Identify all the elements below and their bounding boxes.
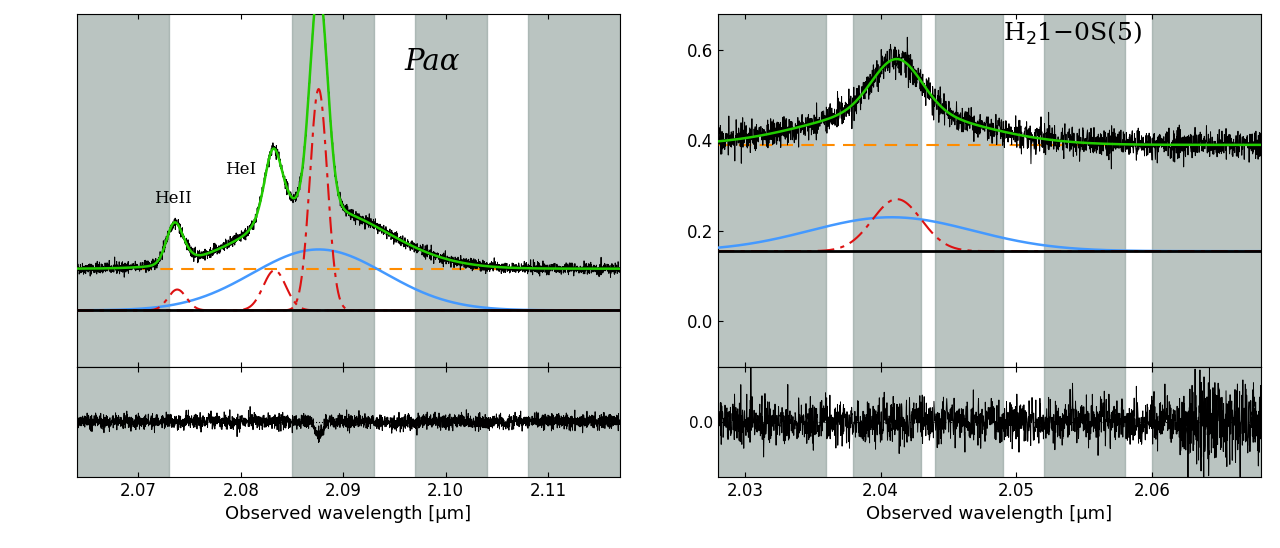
Text: Paα: Paα <box>404 48 460 76</box>
Text: HeII: HeII <box>154 190 192 207</box>
Bar <box>527 367 620 477</box>
Bar <box>718 367 827 477</box>
Bar <box>527 14 620 367</box>
Text: HeI: HeI <box>225 161 256 178</box>
Bar <box>1152 14 1261 367</box>
Bar <box>1043 14 1125 367</box>
Bar <box>1152 367 1261 477</box>
Bar <box>292 14 374 367</box>
X-axis label: Observed wavelength [μm]: Observed wavelength [μm] <box>225 505 471 523</box>
Bar <box>934 14 1002 367</box>
X-axis label: Observed wavelength [μm]: Observed wavelength [μm] <box>867 505 1112 523</box>
Text: H$_2$1−0S(5): H$_2$1−0S(5) <box>1002 20 1142 47</box>
Bar <box>415 367 486 477</box>
Bar <box>934 367 1002 477</box>
Bar <box>854 14 922 367</box>
Bar <box>415 14 486 367</box>
Bar <box>854 367 922 477</box>
Bar <box>77 367 169 477</box>
Bar <box>718 14 827 367</box>
Bar <box>77 14 169 367</box>
Bar <box>292 367 374 477</box>
Bar <box>1043 367 1125 477</box>
